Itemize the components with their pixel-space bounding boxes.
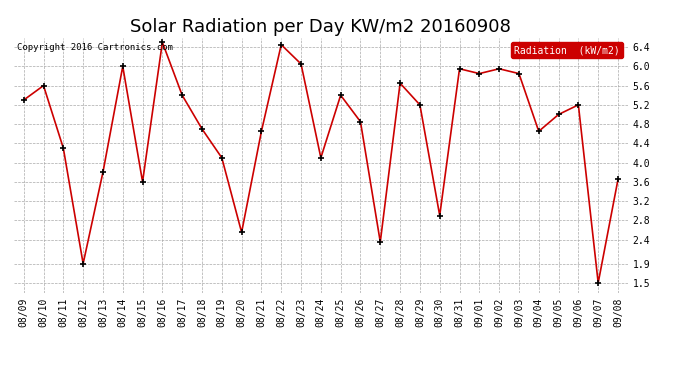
Title: Solar Radiation per Day KW/m2 20160908: Solar Radiation per Day KW/m2 20160908 — [130, 18, 511, 36]
Text: Copyright 2016 Cartronics.com: Copyright 2016 Cartronics.com — [17, 43, 172, 52]
Legend: Radiation  (kW/m2): Radiation (kW/m2) — [511, 42, 623, 58]
